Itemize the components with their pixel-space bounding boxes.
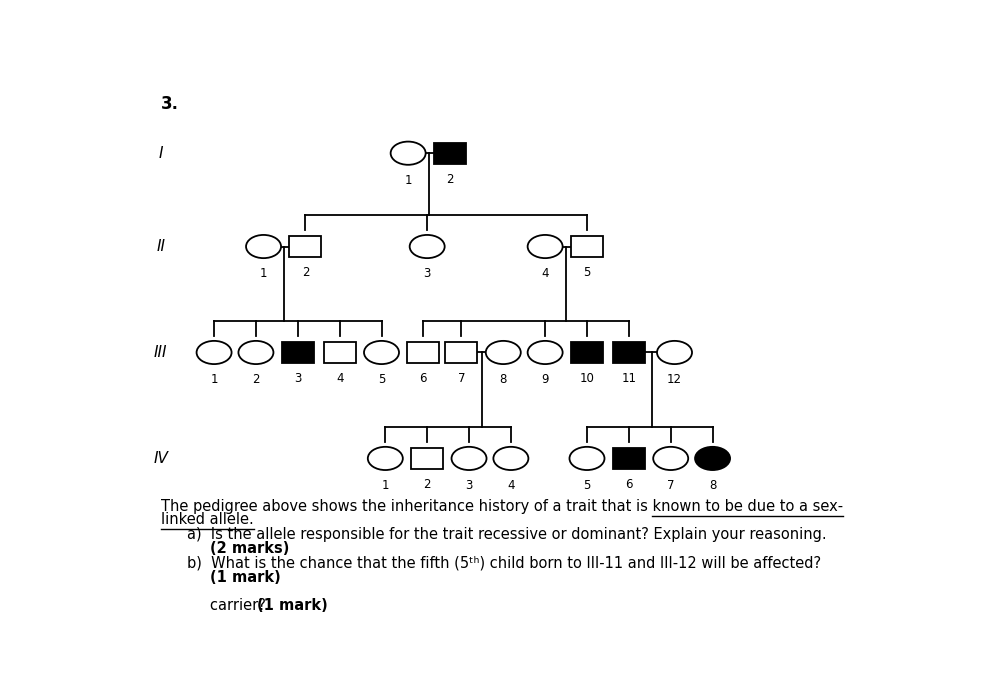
Text: 2: 2: [446, 173, 454, 186]
Circle shape: [452, 447, 486, 470]
Text: b)  What is the chance that the fifth (5ᵗʰ) child born to III-11 and III-12 will: b) What is the chance that the fifth (5ᵗ…: [188, 556, 822, 571]
Text: 8: 8: [500, 373, 507, 386]
Text: 8: 8: [709, 479, 716, 492]
Circle shape: [493, 447, 528, 470]
Text: 1: 1: [260, 267, 267, 280]
Circle shape: [409, 235, 445, 258]
Bar: [446, 342, 477, 363]
Text: 12: 12: [667, 373, 682, 386]
Text: linked allele.: linked allele.: [161, 512, 253, 527]
Text: 5: 5: [583, 266, 591, 279]
Text: 3.: 3.: [161, 95, 179, 113]
Bar: [434, 142, 466, 164]
Bar: [290, 236, 321, 257]
Text: 4: 4: [507, 479, 515, 492]
Text: III: III: [154, 345, 168, 360]
Text: 1: 1: [405, 174, 411, 187]
Text: 5: 5: [583, 479, 591, 492]
Text: II: II: [156, 239, 165, 254]
Text: 7: 7: [458, 372, 465, 385]
Text: (1 mark): (1 mark): [257, 599, 328, 614]
Text: 2: 2: [252, 373, 259, 386]
Circle shape: [486, 341, 520, 364]
Text: 4: 4: [541, 267, 549, 280]
Text: 5: 5: [378, 373, 385, 386]
Circle shape: [246, 235, 281, 258]
Text: 6: 6: [626, 478, 632, 491]
Text: 4: 4: [336, 372, 344, 385]
Text: IV: IV: [153, 451, 168, 466]
Circle shape: [368, 447, 403, 470]
Bar: [411, 448, 443, 469]
Text: a)  Is the allele responsible for the trait recessive or dominant? Explain your : a) Is the allele responsible for the tra…: [188, 527, 827, 542]
Text: 6: 6: [419, 372, 427, 385]
Bar: [282, 342, 314, 363]
Bar: [571, 236, 603, 257]
Text: 2: 2: [301, 266, 309, 279]
Circle shape: [391, 142, 425, 165]
Text: 1: 1: [382, 479, 389, 492]
Circle shape: [527, 235, 563, 258]
Circle shape: [695, 447, 730, 470]
Text: 10: 10: [579, 372, 594, 385]
Text: 3: 3: [294, 372, 301, 385]
Text: (1 mark): (1 mark): [210, 570, 281, 585]
Circle shape: [653, 447, 688, 470]
Text: I: I: [158, 146, 163, 161]
Bar: [571, 342, 603, 363]
Circle shape: [196, 341, 232, 364]
Text: The pedigree above shows the inheritance history of a trait that is known to be : The pedigree above shows the inheritance…: [161, 499, 843, 514]
Text: (2 marks): (2 marks): [210, 541, 290, 556]
Circle shape: [364, 341, 399, 364]
Circle shape: [657, 341, 692, 364]
Bar: [613, 448, 645, 469]
Bar: [408, 342, 439, 363]
Text: 2: 2: [423, 478, 431, 491]
Bar: [324, 342, 355, 363]
Circle shape: [527, 341, 563, 364]
Text: 7: 7: [667, 479, 675, 492]
Circle shape: [570, 447, 605, 470]
Circle shape: [239, 341, 273, 364]
Text: 9: 9: [541, 373, 549, 386]
Text: 11: 11: [622, 372, 636, 385]
Text: 3: 3: [423, 267, 431, 280]
Text: 1: 1: [210, 373, 218, 386]
Text: 3: 3: [465, 479, 472, 492]
Text: carrier?: carrier?: [210, 599, 271, 614]
Bar: [613, 342, 645, 363]
